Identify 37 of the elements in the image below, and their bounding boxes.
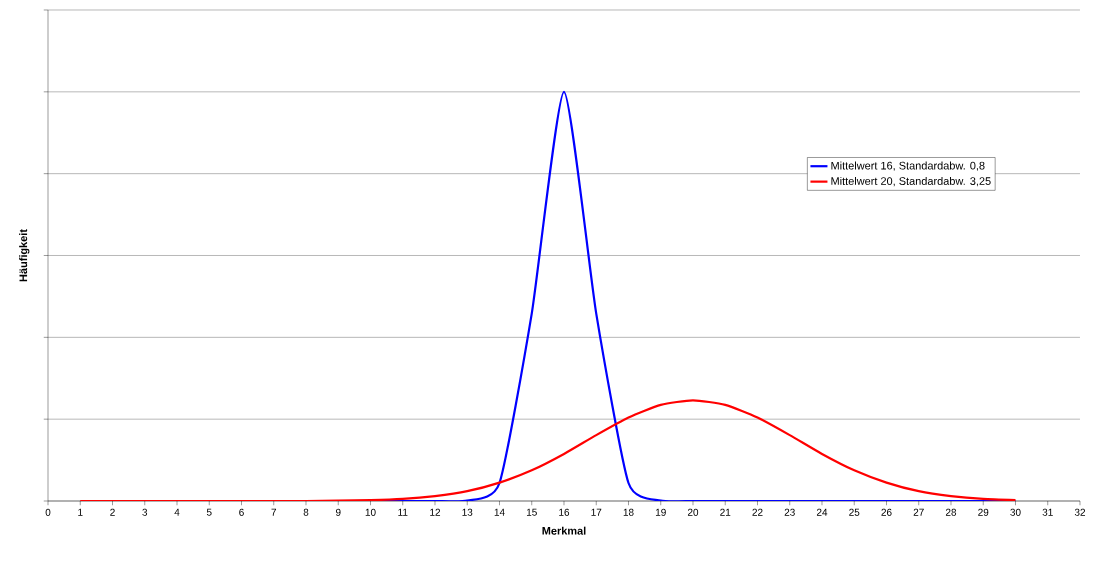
x-tick-label: 24: [816, 508, 828, 516]
x-tick-label: 2: [110, 508, 115, 516]
x-tick-label: 13: [462, 508, 473, 516]
x-axis-title: Merkmal: [542, 526, 586, 535]
legend-label: Mittelwert 20, Standardabw. 3,25: [831, 176, 991, 187]
x-tick-label: 7: [271, 508, 277, 516]
x-tick-label: 3: [142, 508, 148, 516]
x-tick-label: 22: [752, 508, 763, 516]
x-tick-label: 26: [881, 508, 892, 516]
x-tick-label: 1: [78, 508, 83, 516]
x-tick-label: 14: [494, 508, 505, 516]
legend-label: Mittelwert 16, Standardabw. 0,8: [831, 161, 985, 171]
x-tick-label: 16: [559, 508, 570, 516]
x-tick-label: 31: [1042, 508, 1053, 516]
x-tick-label: 25: [849, 508, 860, 516]
x-tick-label: 20: [687, 508, 699, 516]
x-tick-label: 6: [239, 508, 244, 516]
x-tick-label: 27: [913, 508, 924, 516]
x-tick-label: 0: [45, 508, 51, 516]
x-tick-label: 23: [784, 508, 795, 516]
x-tick-label: 18: [623, 508, 634, 516]
x-tick-label: 17: [591, 508, 602, 516]
x-tick-label: 11: [398, 508, 408, 516]
x-tick-label: 28: [945, 508, 957, 516]
x-tick-label: 30: [1010, 508, 1021, 516]
y-axis-title: Häufigkeit: [19, 229, 30, 282]
x-tick-label: 15: [526, 508, 537, 516]
x-tick-label: 10: [365, 508, 376, 516]
x-tick-label: 8: [303, 508, 309, 516]
x-tick-label: 29: [978, 508, 989, 516]
x-tick-label: 12: [430, 508, 441, 516]
x-tick-label: 5: [206, 508, 212, 516]
x-tick-label: 9: [335, 508, 341, 516]
x-tick-label: 32: [1074, 508, 1086, 516]
x-tick-label: 21: [720, 508, 731, 516]
x-tick-label: 19: [655, 508, 666, 516]
x-tick-label: 4: [174, 508, 180, 516]
